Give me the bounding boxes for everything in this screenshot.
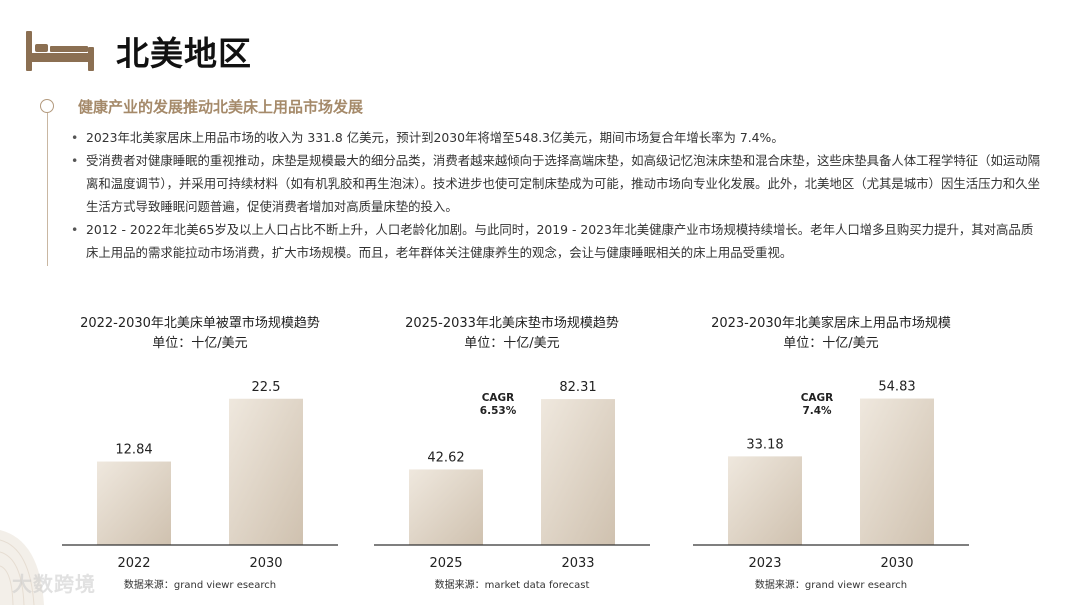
bar-2025 (409, 469, 483, 545)
value-label-2025: 42.62 (427, 450, 464, 465)
chart-source: 数据来源：grand viewr esearch (754, 580, 908, 591)
content-section: 健康产业的发展推动北美床上用品市场发展 2023年北美家居床上用品市场的收入为 … (40, 96, 1050, 266)
bar-2023 (728, 456, 802, 545)
bar-2022 (97, 461, 171, 545)
cagr-annotation: CAGR (482, 392, 515, 404)
chart-unit: 单位：十亿/美元 (464, 336, 560, 351)
chart-unit: 单位：十亿/美元 (152, 336, 248, 351)
value-label-2030: 22.5 (252, 380, 281, 395)
page-header: 北美地区 (26, 22, 252, 80)
cagr-annotation: 7.4% (802, 405, 832, 417)
cagr-annotation: CAGR (801, 392, 834, 404)
chart-mattress-market: 2025-2033年北美床垫市场规模趋势 单位：十亿/美元 42.62 2025 8… (362, 310, 662, 591)
value-label-2022: 12.84 (115, 443, 152, 458)
bar-2033 (541, 399, 615, 545)
tick-label-2030: 2030 (880, 556, 913, 570)
cagr-annotation: 6.53% (480, 405, 517, 417)
chart-plot: 12.84 2022 22.5 2030 (62, 380, 338, 570)
value-label-2033: 82.31 (559, 380, 596, 395)
chart-bedsheet-market: 2022-2030年北美床单被罩市场规模趋势 单位：十亿/美元 12.84 202… (50, 310, 350, 591)
value-label-2030: 54.83 (878, 380, 915, 395)
chart-unit: 单位：十亿/美元 (783, 336, 879, 351)
tick-label-2030: 2030 (249, 556, 282, 570)
chart-title: 2022-2030年北美床单被罩市场规模趋势 (80, 316, 320, 331)
tick-label-2025: 2025 (429, 556, 462, 570)
chart-home-bedding-market: 2023-2030年北美家居床上用品市场规模 单位：十亿/美元 33.18 202… (681, 310, 981, 591)
bed-icon (26, 31, 94, 71)
bullet-item: 2012 - 2022年北美65岁及以上人口占比不断上升，人口老龄化加剧。与此同… (70, 218, 1045, 264)
watermark-logo: 大数跨境 (12, 572, 96, 596)
bullet-item: 2023年北美家居床上用品市场的收入为 331.8 亿美元，预计到2030年将增… (70, 126, 1045, 149)
section-title: 健康产业的发展推动北美床上用品市场发展 (78, 98, 364, 116)
bar-2030 (229, 398, 303, 545)
page-title: 北美地区 (116, 34, 252, 73)
section-marker-icon (40, 99, 54, 113)
bar-2030 (860, 398, 934, 545)
decorative-stripes (0, 530, 44, 605)
section-timeline-line (47, 113, 48, 266)
chart-source: 数据来源：grand viewr esearch (123, 580, 277, 591)
bullet-list: 2023年北美家居床上用品市场的收入为 331.8 亿美元，预计到2030年将增… (70, 126, 1045, 264)
chart-source: 数据来源：market data forecast (434, 580, 590, 591)
chart-title: 2025-2033年北美床垫市场规模趋势 (405, 316, 619, 331)
bullet-item: 受消费者对健康睡眠的重视推动，床垫是规模最大的细分品类，消费者越来越倾向于选择高… (70, 149, 1045, 218)
value-label-2023: 33.18 (746, 437, 783, 452)
tick-label-2033: 2033 (561, 556, 594, 570)
tick-label-2022: 2022 (117, 556, 150, 570)
chart-title: 2023-2030年北美家居床上用品市场规模 (711, 316, 951, 331)
tick-label-2023: 2023 (748, 556, 781, 570)
